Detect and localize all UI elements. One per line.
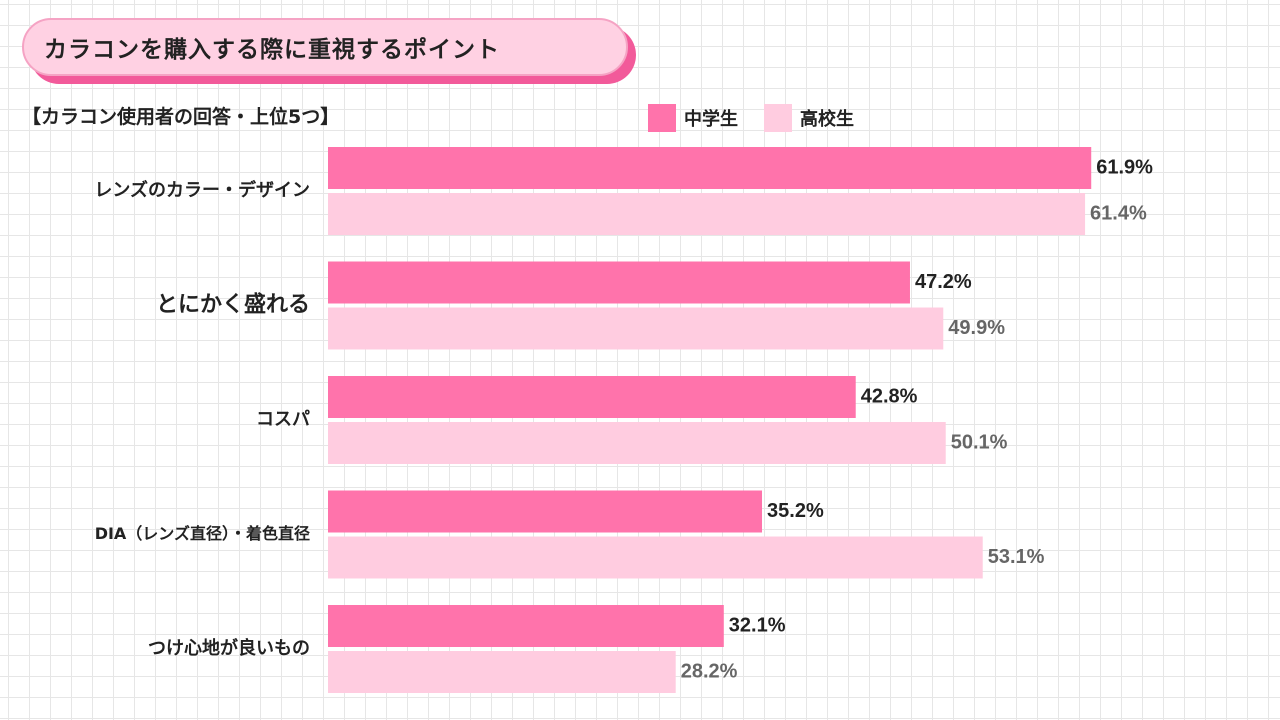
data-label-series-1: 61.9% [1096, 156, 1153, 178]
category-label: DIA（レンズ直径）・着色直径 [95, 524, 310, 543]
category-label: つけ心地が良いもの [148, 637, 310, 659]
data-label-series-2: 49.9% [948, 317, 1005, 339]
bar-series-1 [328, 605, 724, 647]
bar-series-2 [328, 193, 1086, 235]
category-label: とにかく盛れる [156, 292, 310, 318]
data-label-series-1: 47.2% [915, 271, 972, 293]
data-label-series-2: 50.1% [951, 431, 1008, 453]
data-label-series-1: 35.2% [767, 500, 824, 522]
title-banner: カラコンを購入する際に重視するポイント [22, 18, 636, 84]
legend-item-series-1: 中学生 [648, 104, 738, 132]
bar-series-1 [328, 376, 856, 418]
chart-subtitle: 【カラコン使用者の回答・上位5つ】 [22, 106, 340, 128]
legend-label-series-2: 高校生 [800, 109, 854, 130]
legend-swatch-series-2 [764, 104, 792, 132]
legend-label-series-1: 中学生 [684, 109, 738, 130]
category-label: レンズのカラー・デザイン [94, 179, 310, 201]
data-label-series-2: 28.2% [681, 660, 738, 682]
bar-series-2 [328, 536, 983, 579]
bar-series-1 [328, 147, 1092, 189]
bar-series-1 [328, 490, 763, 533]
chart-title: カラコンを購入する際に重視するポイント [44, 37, 500, 63]
data-label-series-2: 61.4% [1090, 202, 1147, 224]
data-label-series-1: 32.1% [729, 614, 786, 636]
legend: 中学生 高校生 [648, 104, 880, 132]
category-label: コスパ [256, 409, 310, 430]
bar-series-2 [328, 422, 946, 464]
bar-series-2 [328, 307, 944, 350]
bar-series-1 [328, 261, 910, 304]
bar-series-2 [328, 651, 676, 693]
title-banner-pill: カラコンを購入する際に重視するポイント [22, 18, 628, 76]
data-label-series-1: 42.8% [861, 385, 918, 407]
legend-swatch-series-1 [648, 104, 676, 132]
legend-item-series-2: 高校生 [764, 104, 854, 132]
data-label-series-2: 53.1% [988, 546, 1045, 568]
